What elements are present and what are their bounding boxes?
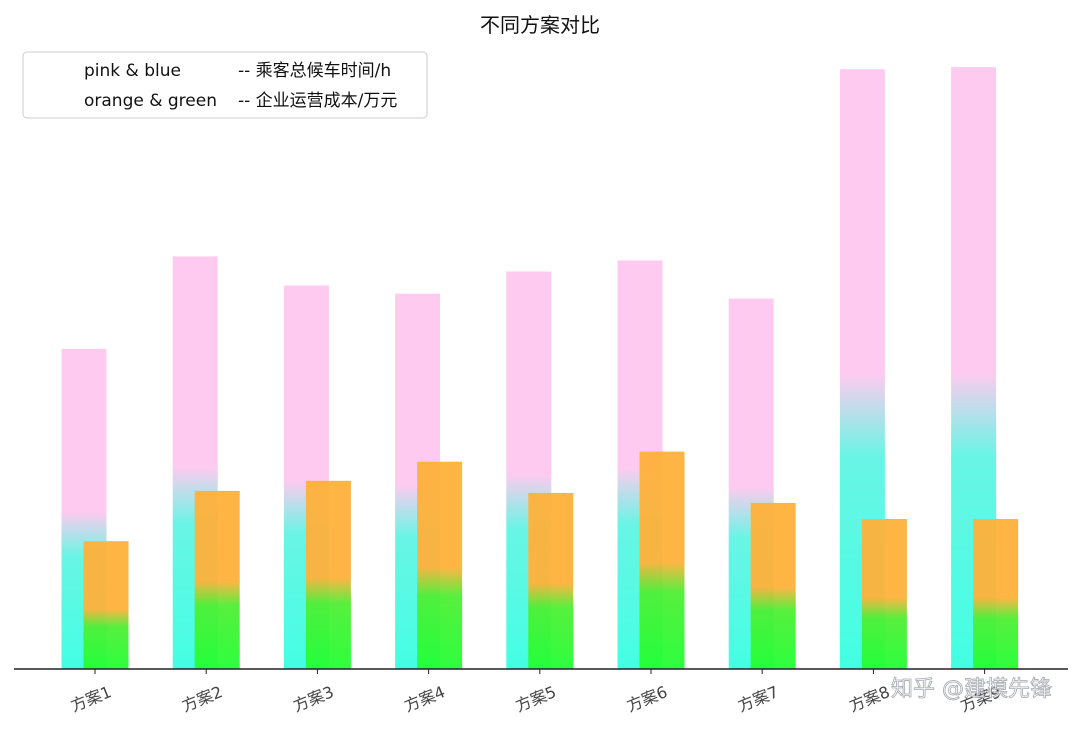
bar-orange-green-2 [194, 490, 240, 669]
legend-entry-desc-1: -- 乘客总候车时间/h [238, 61, 391, 81]
x-tick-label: 方案4 [401, 682, 447, 715]
bar-orange-green-5 [528, 492, 574, 669]
bar-orange-green-3 [305, 480, 351, 669]
legend: pink & blue -- 乘客总候车时间/h orange & green … [22, 51, 428, 119]
x-tick-label: 方案6 [624, 682, 670, 715]
chart-title: 不同方案对比 [480, 13, 600, 37]
x-tick-label: 方案8 [846, 682, 892, 715]
legend-entry-label-1: pink & blue [84, 61, 181, 81]
bar-orange-green-4 [417, 461, 463, 669]
watermark: 知乎 @建模先锋 [891, 677, 1052, 702]
bar-orange-green-9 [973, 519, 1019, 669]
legend-box [22, 51, 428, 119]
legend-entry-desc-2: -- 企业运营成本/万元 [238, 91, 397, 111]
legend-entry-label-2: orange & green [84, 91, 217, 111]
bar-orange-green-1 [83, 541, 129, 669]
x-tick-label: 方案1 [68, 682, 114, 715]
x-tick-labels: 方案1 方案2 方案3 方案4 方案5 方案6 方案7 方案8 方案9 [68, 669, 1004, 716]
x-tick-label: 方案5 [513, 682, 559, 715]
bar-orange-green-6 [639, 451, 685, 669]
bar-orange-green-8 [861, 519, 907, 669]
bar-orange-green-7 [750, 502, 796, 669]
x-tick-label: 方案3 [290, 682, 336, 715]
bars-layer [61, 67, 1019, 670]
x-tick-label: 方案7 [735, 682, 781, 715]
x-tick-label: 方案2 [179, 682, 225, 715]
